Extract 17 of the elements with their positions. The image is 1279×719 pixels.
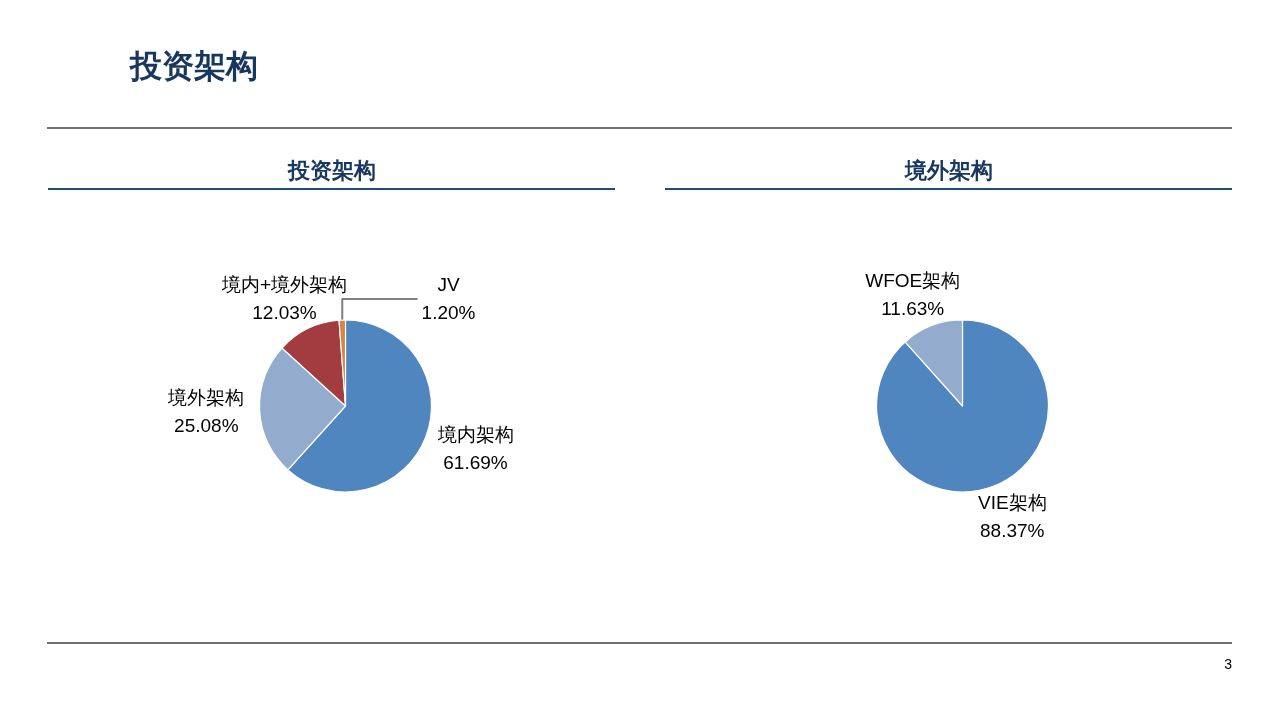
pie-slice (876, 319, 1050, 493)
slice-label: 境外架构 (167, 386, 245, 408)
data-label: 12.03% (252, 302, 317, 324)
slice-label: 境内架构 (436, 423, 514, 445)
slice-label: 境内+境外架构 (220, 274, 348, 296)
data-label: 1.20% (421, 302, 476, 323)
text: 投资架构 (128, 48, 258, 84)
data-label: 61.69% (443, 451, 508, 473)
slice-label: JV (437, 274, 460, 295)
text: 3 (1224, 656, 1233, 672)
slice-label: VIE架构 (977, 491, 1047, 513)
data-label: 88.37% (980, 519, 1045, 541)
data-label: 11.63% (881, 298, 945, 320)
data-label: 25.08% (174, 414, 239, 436)
slice-label: WFOE架构 (865, 270, 961, 292)
chart-title: 投资架构 (286, 158, 376, 183)
chart-title: 境外架构 (903, 158, 993, 183)
